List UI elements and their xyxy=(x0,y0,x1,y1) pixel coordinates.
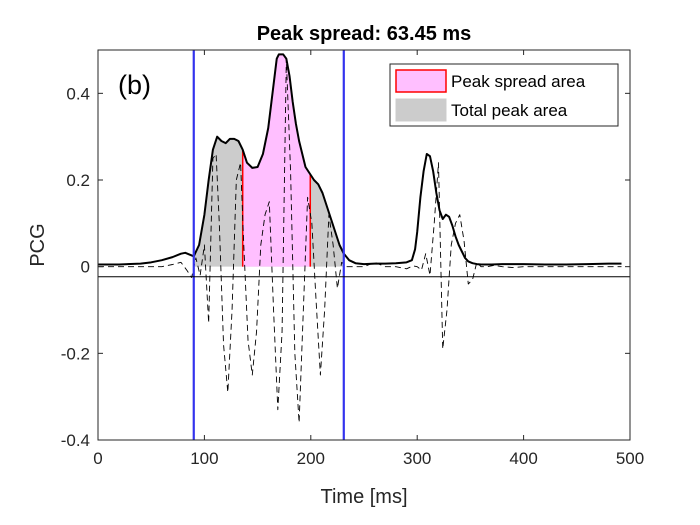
pcg-signal-line xyxy=(98,58,622,424)
legend-swatch-peak-spread xyxy=(395,69,447,93)
legend-swatch-total-peak xyxy=(395,98,447,122)
legend-label-total-peak: Total peak area xyxy=(451,101,568,120)
y-tick-label: 0.2 xyxy=(66,171,90,190)
x-tick-label: 300 xyxy=(403,449,431,468)
x-tick-label: 500 xyxy=(616,449,644,468)
y-tick-label: -0.4 xyxy=(61,431,90,450)
envelope-line xyxy=(98,53,622,266)
x-tick-label: 200 xyxy=(297,449,325,468)
legend: Peak spread area Total peak area xyxy=(389,63,619,127)
line-layer xyxy=(98,53,622,424)
y-tick-label: -0.2 xyxy=(61,344,90,363)
panel-label: (b) xyxy=(118,70,151,100)
y-tick-label: 0.4 xyxy=(66,84,90,103)
legend-label-peak-spread: Peak spread area xyxy=(451,72,586,91)
axes-box xyxy=(97,49,631,441)
x-tick-label: 100 xyxy=(190,449,218,468)
x-axis-label: Time [ms] xyxy=(320,486,407,508)
y-tick-label: 0 xyxy=(81,258,90,277)
tick-layer: 0 100 200 300 400 500 -0.4 -0.2 0 0.2 0.4 xyxy=(61,50,644,468)
x-tick-label: 0 xyxy=(93,449,102,468)
y-axis-label: PCG xyxy=(27,223,49,266)
chart-title: Peak spread: 63.45 ms xyxy=(257,23,472,45)
x-tick-label: 400 xyxy=(509,449,537,468)
vertical-line-layer xyxy=(192,50,345,440)
